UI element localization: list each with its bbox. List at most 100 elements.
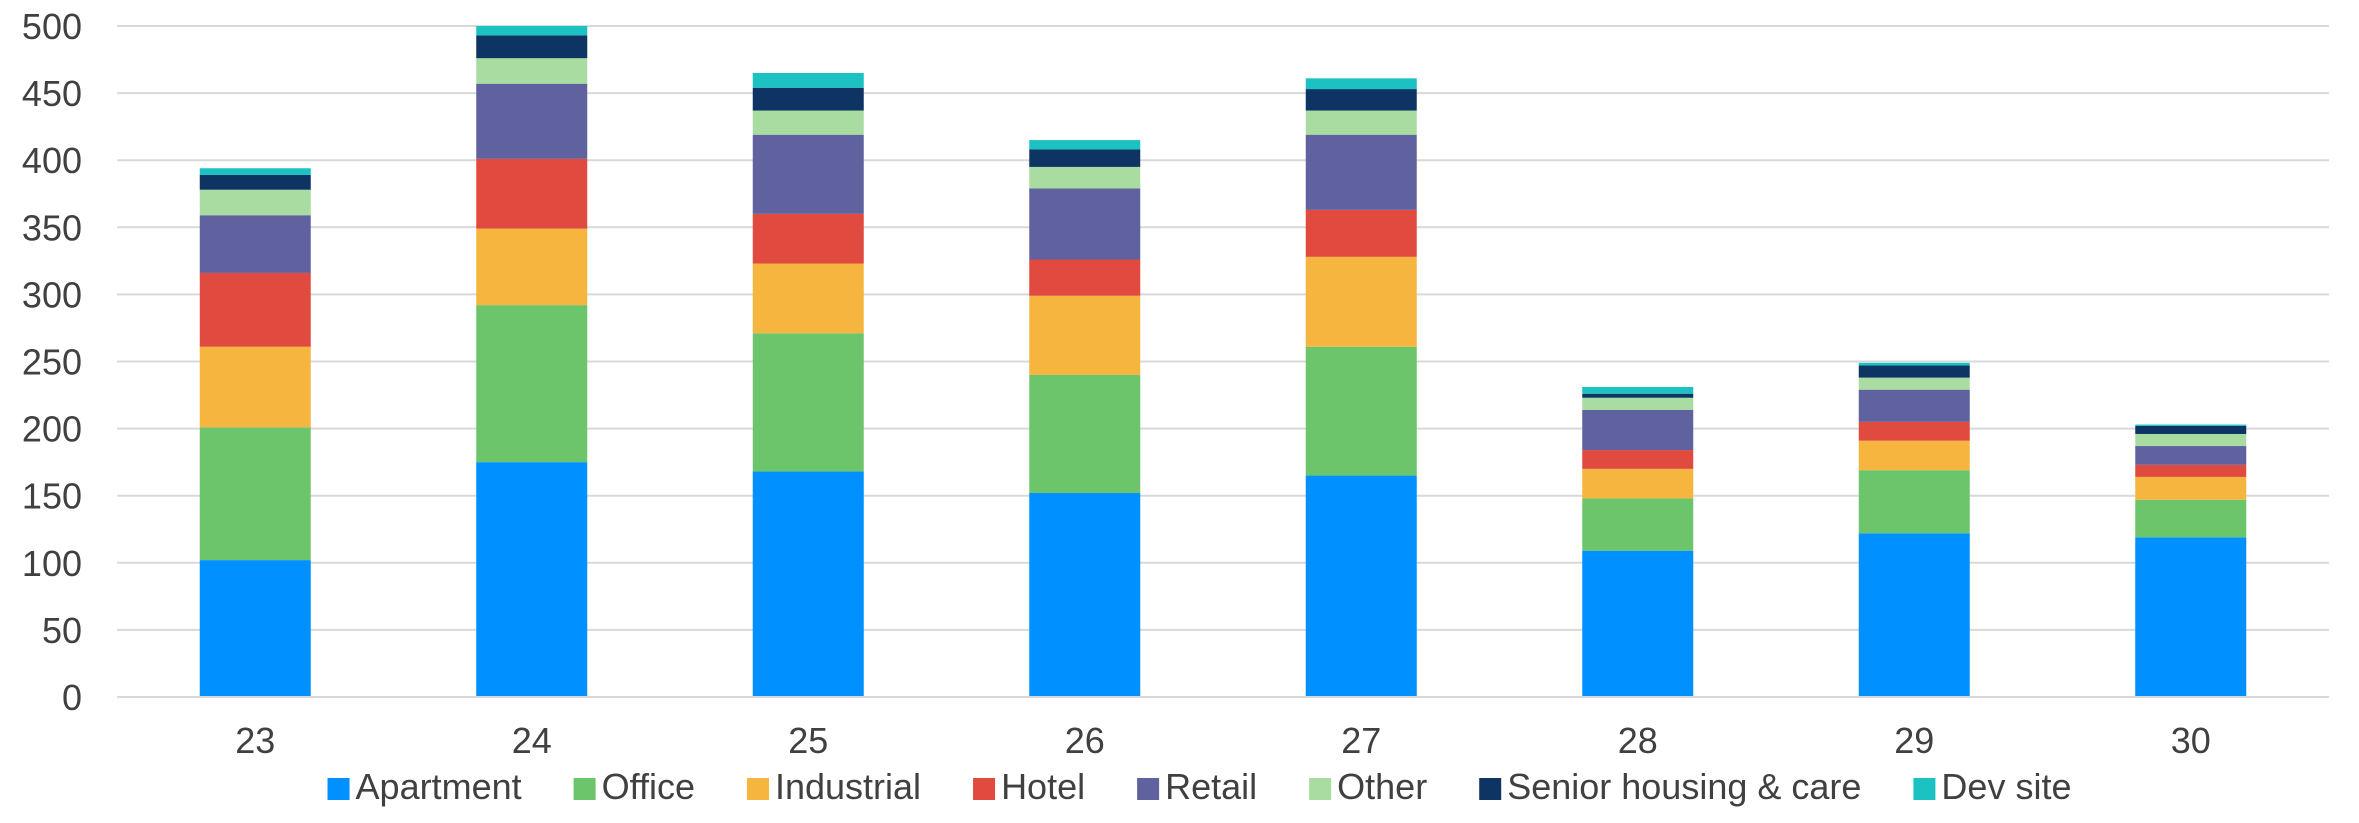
bar-segment bbox=[1029, 140, 1141, 150]
legend-label: Retail bbox=[1165, 766, 1257, 807]
x-tick-label: 23 bbox=[235, 720, 275, 761]
bar-segment bbox=[1858, 421, 1970, 441]
y-tick-label: 350 bbox=[22, 207, 82, 248]
bar-segment bbox=[752, 471, 864, 697]
y-tick-label: 100 bbox=[22, 543, 82, 584]
bar-segment bbox=[476, 305, 588, 463]
bar-segment bbox=[1858, 440, 1970, 471]
legend-label: Apartment bbox=[356, 766, 522, 807]
bar-segment bbox=[1582, 450, 1694, 469]
x-tick-label: 26 bbox=[1065, 720, 1105, 761]
bar-segment bbox=[199, 560, 311, 697]
legend-swatch bbox=[327, 778, 350, 800]
bar-segment bbox=[476, 58, 588, 84]
bar-segment bbox=[2135, 476, 2247, 500]
bar-segment bbox=[1582, 386, 1694, 394]
bar-segment bbox=[1305, 110, 1417, 135]
y-tick-label: 50 bbox=[42, 610, 82, 651]
bar-segment bbox=[199, 174, 311, 190]
x-tick-label: 30 bbox=[2171, 720, 2211, 761]
bar-segment bbox=[1858, 362, 1970, 366]
x-tick-label: 28 bbox=[1618, 720, 1658, 761]
bar-segment bbox=[476, 35, 588, 59]
y-tick-label: 250 bbox=[22, 342, 82, 383]
bar-segment bbox=[476, 83, 588, 159]
y-tick-label: 500 bbox=[22, 6, 82, 47]
bar-segment bbox=[2135, 464, 2247, 477]
bar-segment bbox=[2135, 446, 2247, 465]
bar-segment bbox=[199, 427, 311, 561]
legend-swatch bbox=[1913, 778, 1936, 800]
legend-swatch bbox=[1137, 778, 1160, 800]
bar-segment bbox=[1029, 166, 1141, 189]
bar-segment bbox=[1305, 78, 1417, 90]
bar-segment bbox=[2135, 537, 2247, 697]
bar-segment bbox=[1305, 475, 1417, 697]
x-tick-label: 25 bbox=[788, 720, 828, 761]
bar-segment bbox=[2135, 499, 2247, 538]
y-tick-label: 400 bbox=[22, 140, 82, 181]
bar-segment bbox=[199, 346, 311, 428]
bar-segment bbox=[752, 333, 864, 472]
bar-segment bbox=[1305, 89, 1417, 111]
bar-segment bbox=[1858, 533, 1970, 697]
legend-swatch bbox=[1479, 778, 1502, 800]
y-tick-label: 200 bbox=[22, 409, 82, 450]
bar-segment bbox=[1029, 188, 1141, 260]
bar-segment bbox=[1858, 389, 1970, 422]
bar-segment bbox=[1858, 470, 1970, 534]
x-tick-label: 29 bbox=[1894, 720, 1934, 761]
bar-segment bbox=[476, 462, 588, 697]
bar-segment bbox=[1305, 209, 1417, 257]
bar-segment bbox=[752, 87, 864, 111]
bar-segment bbox=[2135, 425, 2247, 434]
bar-segment bbox=[1582, 550, 1694, 697]
bar-segment bbox=[1029, 149, 1141, 167]
legend-swatch bbox=[746, 778, 769, 800]
bar-segment bbox=[752, 72, 864, 88]
bar-segment bbox=[1305, 134, 1417, 210]
bar-segment bbox=[1582, 393, 1694, 398]
bar-segment bbox=[199, 272, 311, 347]
bar-segment bbox=[1582, 498, 1694, 551]
legend-label: Other bbox=[1337, 766, 1427, 807]
bar-segment bbox=[199, 189, 311, 216]
bar-segment bbox=[752, 263, 864, 334]
bar-segment bbox=[1029, 374, 1141, 494]
bar-segment bbox=[1305, 256, 1417, 347]
x-tick-label: 24 bbox=[512, 720, 552, 761]
bar-segment bbox=[1305, 346, 1417, 476]
legend-label: Dev site bbox=[1941, 766, 2071, 807]
x-tick-label: 27 bbox=[1341, 720, 1381, 761]
y-tick-label: 0 bbox=[62, 677, 82, 718]
bar-segment bbox=[2135, 424, 2247, 426]
bar-segment bbox=[1858, 377, 1970, 390]
legend-label: Office bbox=[602, 766, 695, 807]
y-tick-label: 150 bbox=[22, 476, 82, 517]
bar-segment bbox=[476, 228, 588, 306]
legend-label: Senior housing & care bbox=[1507, 766, 1861, 807]
bar-segment bbox=[752, 213, 864, 264]
legend-swatch bbox=[973, 778, 996, 800]
bar-segment bbox=[199, 168, 311, 175]
bar-segment bbox=[199, 215, 311, 273]
bar-segment bbox=[1582, 397, 1694, 410]
bar-segment bbox=[1029, 493, 1141, 697]
legend-label: Industrial bbox=[775, 766, 921, 807]
legend-swatch bbox=[1309, 778, 1332, 800]
bar-segment bbox=[2135, 433, 2247, 447]
bar-segment bbox=[1582, 409, 1694, 451]
bar-segment bbox=[1029, 259, 1141, 296]
legend: Apartment Office Industrial Hotel Retail Othe… bbox=[327, 766, 2071, 807]
y-tick-label: 450 bbox=[22, 73, 82, 114]
y-tick-label: 300 bbox=[22, 274, 82, 315]
bar-segment bbox=[476, 26, 588, 36]
bar-segment bbox=[476, 158, 588, 229]
bar-segment bbox=[1858, 365, 1970, 378]
legend-swatch bbox=[573, 778, 596, 800]
bar-segment bbox=[752, 134, 864, 214]
bar-segment bbox=[752, 110, 864, 135]
bar-segment bbox=[1582, 468, 1694, 499]
